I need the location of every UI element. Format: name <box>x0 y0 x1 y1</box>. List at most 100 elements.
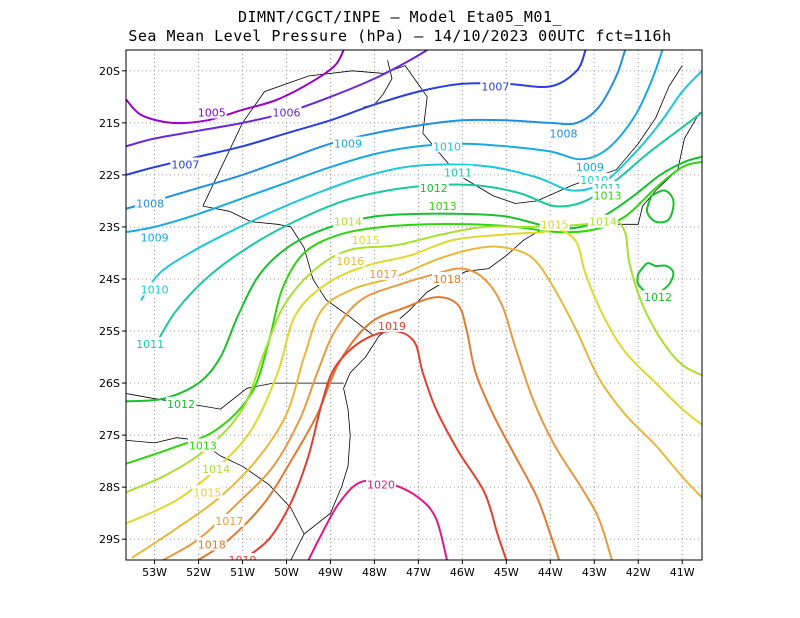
isobar-1007 <box>126 50 587 176</box>
isobar-label-bg <box>431 139 462 153</box>
isobar-label-bg <box>201 461 232 475</box>
isobar-1019 <box>241 330 508 560</box>
isobar-label-1007: 1007 <box>171 158 199 171</box>
x-tick-label: 46W <box>450 566 475 579</box>
isobar-label-1009: 1009 <box>334 138 362 151</box>
isobar-1020 <box>307 479 448 560</box>
isobar-label-1008: 1008 <box>136 198 164 211</box>
isobar-label-1015: 1015 <box>541 218 569 231</box>
y-tick-label: 23S <box>99 221 120 234</box>
isobar-1012 <box>645 189 675 224</box>
isobar-label-1010: 1010 <box>433 140 461 153</box>
isobar-label-bg <box>196 105 227 119</box>
isobar-label-bg <box>427 199 458 213</box>
isobar-label-bg <box>335 253 366 267</box>
isobar-label-1012: 1012 <box>420 182 448 195</box>
isobar-label-bg <box>170 157 201 171</box>
isobar-label-bg <box>333 136 364 150</box>
coastline-map <box>126 60 701 560</box>
isobar-1013 <box>126 160 702 465</box>
isobar-label-bg <box>271 105 302 119</box>
isobar-label-1016: 1016 <box>336 255 364 268</box>
isobar-label-bg <box>377 318 408 332</box>
y-axis: 20S 21S 22S 23S 24S 25S 26S 27S 28S 29S <box>99 65 126 546</box>
isobar-label-1014: 1014 <box>334 216 362 229</box>
x-tick-label: 44W <box>538 566 563 579</box>
coastline-segment <box>126 437 305 535</box>
isobar-label-1020: 1020 <box>367 479 395 492</box>
isobar-label-bg <box>139 230 170 244</box>
isobar-1018 <box>197 296 561 560</box>
y-tick-label: 29S <box>99 533 120 546</box>
isobar-label-bg <box>135 337 166 351</box>
isobar-label-bg <box>588 214 619 228</box>
isobar-label-1010: 1010 <box>141 283 169 296</box>
isobar-label-bg <box>192 485 223 499</box>
isobar-label-bg <box>431 271 462 285</box>
isobar-label-bg <box>643 290 674 304</box>
isobar-label-bg <box>214 513 245 527</box>
x-tick-label: 53W <box>142 566 167 579</box>
isobar-label-bg <box>539 217 570 231</box>
isobar-label-bg <box>548 126 579 140</box>
isobar-label-bg <box>366 477 397 491</box>
isobar-label-1011: 1011 <box>136 338 164 351</box>
isobar-label-bg <box>187 438 218 452</box>
isobar-1008 <box>126 50 627 210</box>
y-tick-label: 24S <box>99 273 120 286</box>
isobar-1015 <box>126 228 702 525</box>
isobar-label-bg <box>135 196 166 210</box>
y-tick-label: 26S <box>99 377 120 390</box>
isobar-label-bg <box>333 214 364 228</box>
isobar-label-1013: 1013 <box>189 440 217 453</box>
isobar-label-bg <box>165 396 196 410</box>
isobar-label-1018: 1018 <box>198 538 226 551</box>
isobar-label-bg <box>139 282 170 296</box>
isobar-label-1012: 1012 <box>167 398 195 411</box>
x-tick-label: 52W <box>186 566 211 579</box>
title-line-1: DIMNT/CGCT/INPE – Model Eta05_M01_ <box>237 8 563 26</box>
isobar-label-1006: 1006 <box>272 106 300 119</box>
isobar-label-1017: 1017 <box>369 268 397 281</box>
isobar-1012 <box>126 155 702 403</box>
isobar-label-1007: 1007 <box>481 80 509 93</box>
isobar-label-bg <box>418 180 449 194</box>
isobar-label-bg <box>480 79 511 93</box>
y-tick-label: 25S <box>99 325 120 338</box>
isobar-label-1014: 1014 <box>202 463 230 476</box>
isobar-1005 <box>126 50 345 125</box>
isobar-1011 <box>153 111 702 348</box>
isobar-label-bg <box>574 160 605 174</box>
isobar-label-1009: 1009 <box>576 161 604 174</box>
y-tick-label: 21S <box>99 117 120 130</box>
isobar-label-bg <box>196 537 227 551</box>
isobar-label-1013: 1013 <box>593 190 621 203</box>
isobar-label-1009: 1009 <box>141 231 169 244</box>
isobar-label-1008: 1008 <box>549 127 577 140</box>
y-tick-label: 22S <box>99 169 120 182</box>
x-tick-label: 42W <box>626 566 651 579</box>
x-tick-label: 41W <box>670 566 695 579</box>
isobar-1010 <box>140 69 702 301</box>
isobar-label-bg <box>368 266 399 280</box>
isobar-label-bg <box>592 188 623 202</box>
x-tick-label: 48W <box>362 566 387 579</box>
isobar-1009 <box>126 50 664 234</box>
x-tick-label: 43W <box>582 566 607 579</box>
isobar-label-1013: 1013 <box>429 200 457 213</box>
isobar-1014 <box>126 217 702 494</box>
isobar-label-1012: 1012 <box>644 291 672 304</box>
isobar-label-1011: 1011 <box>444 166 472 179</box>
coastline-segment <box>404 65 428 134</box>
isobar-lines <box>126 50 702 560</box>
isobar-1016 <box>131 245 702 559</box>
plot-frame <box>125 49 703 561</box>
y-tick-label: 20S <box>99 65 120 78</box>
coastline-segment <box>202 205 375 337</box>
isobar-label-1018: 1018 <box>433 273 461 286</box>
x-tick-label: 50W <box>274 566 299 579</box>
x-axis: 53W 52W 51W 50W 49W 48W 47W 46W 45W 44W 43W 42W 41W <box>142 560 695 579</box>
x-tick-label: 47W <box>406 566 431 579</box>
isobar-label-1017: 1017 <box>215 515 243 528</box>
